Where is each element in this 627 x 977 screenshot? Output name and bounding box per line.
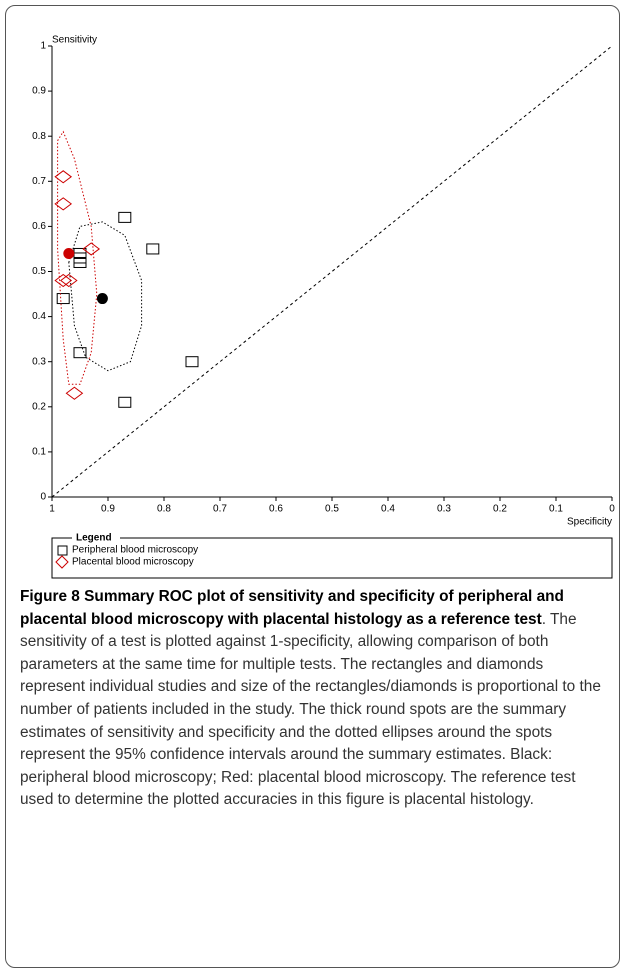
study-square bbox=[118, 396, 132, 408]
x-axis-label: Specificity bbox=[567, 517, 612, 528]
figure-frame bbox=[5, 5, 620, 968]
study-square bbox=[56, 293, 70, 305]
study-diamond bbox=[59, 273, 78, 288]
summary-point bbox=[96, 293, 108, 305]
study-square bbox=[146, 243, 160, 255]
legend-label: Placental blood microscopy bbox=[72, 557, 194, 568]
x-tick-label: 0.4 bbox=[381, 504, 395, 515]
study-square bbox=[73, 347, 87, 359]
caption-label: Figure 8 bbox=[20, 588, 80, 605]
legend-marker bbox=[57, 545, 68, 556]
study-diamond bbox=[54, 273, 73, 288]
confidence-region bbox=[68, 221, 143, 372]
x-tick-label: 0.5 bbox=[325, 504, 339, 515]
chart: Sensitivity Specificity Legend 1 0.9 0.8 0.… bbox=[32, 35, 615, 579]
caption-body: . The sensitivity of a test is plotted a… bbox=[20, 610, 601, 809]
study-square bbox=[73, 256, 87, 268]
study-square bbox=[185, 356, 199, 368]
x-tick-label: 0.6 bbox=[269, 504, 283, 515]
study-diamond bbox=[54, 197, 73, 211]
legend-box bbox=[51, 537, 613, 579]
y-tick-label: 0.2 bbox=[32, 401, 46, 412]
y-axis-label: Sensitivity bbox=[52, 35, 97, 46]
y-tick-label: 0.6 bbox=[32, 221, 46, 232]
x-tick-label: 1 bbox=[49, 504, 55, 515]
x-tick-label: 0.8 bbox=[157, 504, 171, 515]
caption-title: Summary ROC plot of sensitivity and spec… bbox=[20, 588, 564, 628]
x-tick-label: 0.2 bbox=[493, 504, 507, 515]
y-tick-label: 0.7 bbox=[32, 176, 46, 187]
x-tick-label: 0 bbox=[609, 504, 615, 515]
y-tick-label: 0.3 bbox=[32, 356, 46, 367]
study-square bbox=[118, 211, 132, 223]
y-tick-label: 0.9 bbox=[32, 86, 46, 97]
y-tick-label: 0.4 bbox=[32, 311, 46, 322]
legend-label: Peripheral blood microscopy bbox=[72, 545, 198, 556]
y-tick-label: 0.1 bbox=[32, 447, 46, 458]
reference-diagonal bbox=[51, 45, 613, 498]
study-diamond bbox=[54, 170, 73, 184]
summary-point bbox=[63, 247, 75, 259]
legend-title-bg bbox=[72, 532, 120, 544]
y-tick-label: 0.5 bbox=[32, 266, 46, 277]
x-tick-label: 0.3 bbox=[437, 504, 451, 515]
x-tick-label: 0.9 bbox=[101, 504, 115, 515]
y-tick-label: 1 bbox=[40, 41, 46, 52]
study-diamond bbox=[65, 386, 84, 400]
study-diamond bbox=[82, 242, 101, 256]
caption: Figure 8 Summary ROC plot of sensitivity… bbox=[20, 586, 612, 812]
y-tick-label: 0 bbox=[40, 492, 46, 503]
legend-title: Legend bbox=[76, 533, 112, 544]
x-tick-label: 0.7 bbox=[213, 504, 227, 515]
y-tick-label: 0.8 bbox=[32, 131, 46, 142]
x-tick-label: 0.1 bbox=[549, 504, 563, 515]
legend-marker bbox=[55, 555, 69, 569]
